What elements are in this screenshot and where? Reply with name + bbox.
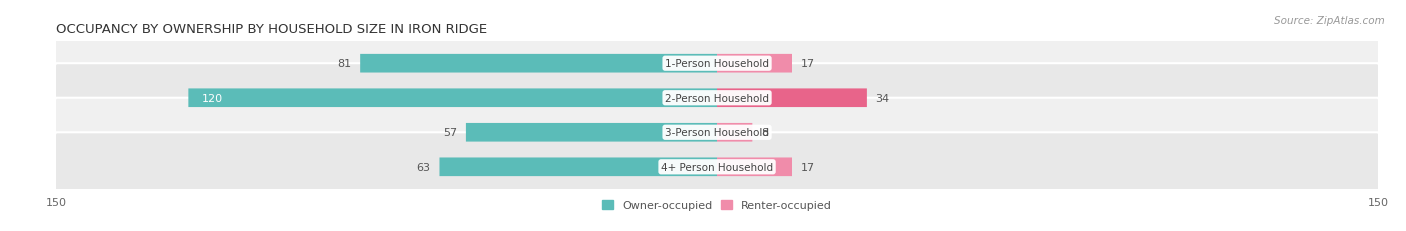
- FancyBboxPatch shape: [53, 64, 1381, 133]
- FancyBboxPatch shape: [53, 30, 1381, 98]
- Text: 57: 57: [443, 128, 457, 138]
- FancyBboxPatch shape: [360, 55, 717, 73]
- Text: 17: 17: [801, 162, 815, 172]
- Text: 81: 81: [337, 59, 352, 69]
- FancyBboxPatch shape: [717, 89, 868, 108]
- Text: Source: ZipAtlas.com: Source: ZipAtlas.com: [1274, 16, 1385, 26]
- FancyBboxPatch shape: [465, 123, 717, 142]
- Legend: Owner-occupied, Renter-occupied: Owner-occupied, Renter-occupied: [602, 201, 832, 210]
- Text: 3-Person Household: 3-Person Household: [665, 128, 769, 138]
- Text: 1-Person Household: 1-Person Household: [665, 59, 769, 69]
- Text: 2-Person Household: 2-Person Household: [665, 93, 769, 103]
- FancyBboxPatch shape: [53, 98, 1381, 167]
- FancyBboxPatch shape: [717, 158, 792, 176]
- Text: 4+ Person Household: 4+ Person Household: [661, 162, 773, 172]
- FancyBboxPatch shape: [188, 89, 717, 108]
- FancyBboxPatch shape: [717, 55, 792, 73]
- FancyBboxPatch shape: [717, 123, 752, 142]
- Text: 17: 17: [801, 59, 815, 69]
- Text: 34: 34: [876, 93, 890, 103]
- Text: 120: 120: [201, 93, 222, 103]
- FancyBboxPatch shape: [53, 133, 1381, 201]
- FancyBboxPatch shape: [440, 158, 717, 176]
- Text: 8: 8: [761, 128, 768, 138]
- Text: 63: 63: [416, 162, 430, 172]
- Text: OCCUPANCY BY OWNERSHIP BY HOUSEHOLD SIZE IN IRON RIDGE: OCCUPANCY BY OWNERSHIP BY HOUSEHOLD SIZE…: [56, 23, 488, 36]
